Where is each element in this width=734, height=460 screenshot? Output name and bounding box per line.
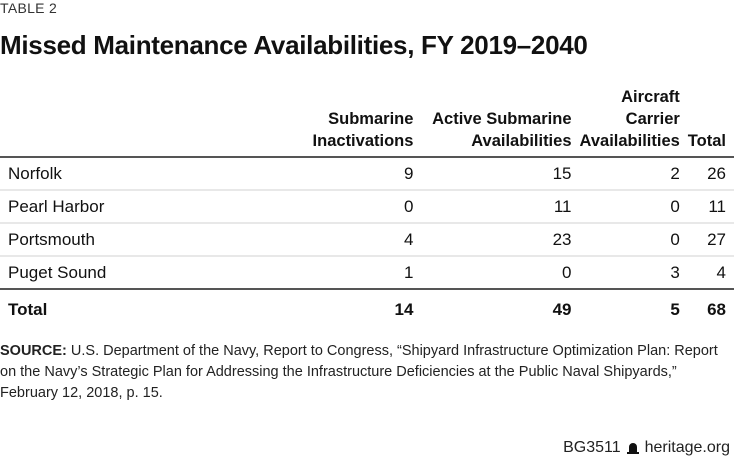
header-total: Total (687, 132, 726, 150)
total-label: Total (8, 300, 48, 319)
cell-aircraft-carrier: 0 (670, 196, 680, 216)
source-note: SOURCE: U.S. Department of the Navy, Rep… (0, 341, 734, 404)
total-submarine-inactivations: 14 (394, 300, 414, 319)
table-row: Norfolk 9 15 2 26 (0, 157, 734, 190)
header-submarine-inactivations: Submarine Inactivations (312, 110, 414, 150)
data-table: Submarine Inactivations Active Submarine A… (0, 86, 734, 330)
liberty-bell-icon (626, 442, 639, 455)
site-link[interactable]: heritage.org (644, 439, 730, 456)
cell-total: 4 (716, 262, 726, 282)
total-total: 68 (707, 300, 726, 319)
cell-aircraft-carrier: 0 (670, 229, 680, 249)
cell-submarine-inactivations: 4 (403, 229, 414, 249)
total-aircraft-carrier: 5 (670, 300, 680, 319)
cell-active-submarine: 11 (553, 196, 572, 216)
source-text: U.S. Department of the Navy, Report to C… (0, 343, 718, 401)
cell-aircraft-carrier: 3 (670, 262, 680, 282)
total-active-submarine: 49 (552, 300, 572, 319)
cell-total: 27 (707, 229, 726, 249)
cell-aircraft-carrier: 2 (670, 163, 680, 183)
table-row: Portsmouth 4 23 0 27 (0, 223, 734, 256)
header-active-submarine-availabilities: Active Submarine Availabilities (432, 110, 572, 150)
header-location (0, 86, 263, 157)
cell-total: 26 (707, 163, 726, 183)
total-row: Total 14 49 5 68 (0, 289, 734, 330)
table-row: Pearl Harbor 0 11 0 11 (0, 190, 734, 223)
table-label: TABLE 2 (0, 0, 58, 16)
page-title: Missed Maintenance Availabilities, FY 20… (0, 30, 588, 60)
header-aircraft-carrier-availabilities: Aircraft Carrier Availabilities (579, 88, 680, 150)
cell-active-submarine: 23 (552, 229, 572, 249)
cell-submarine-inactivations: 1 (403, 262, 414, 282)
cell-active-submarine: 15 (552, 163, 572, 183)
cell-submarine-inactivations: 0 (403, 196, 414, 216)
cell-total: 11 (708, 196, 726, 216)
row-name: Portsmouth (8, 229, 95, 249)
table-row: Puget Sound 1 0 3 4 (0, 256, 734, 289)
row-name: Puget Sound (8, 262, 107, 282)
cell-submarine-inactivations: 9 (403, 163, 414, 183)
cell-active-submarine: 0 (562, 262, 572, 282)
report-code: BG3511 (563, 439, 621, 456)
footer: BG3511 heritage.org (563, 439, 730, 457)
row-name: Norfolk (8, 163, 62, 183)
header-row: Submarine Inactivations Active Submarine A… (0, 86, 734, 157)
source-label: SOURCE: (0, 343, 67, 359)
row-name: Pearl Harbor (8, 196, 105, 216)
